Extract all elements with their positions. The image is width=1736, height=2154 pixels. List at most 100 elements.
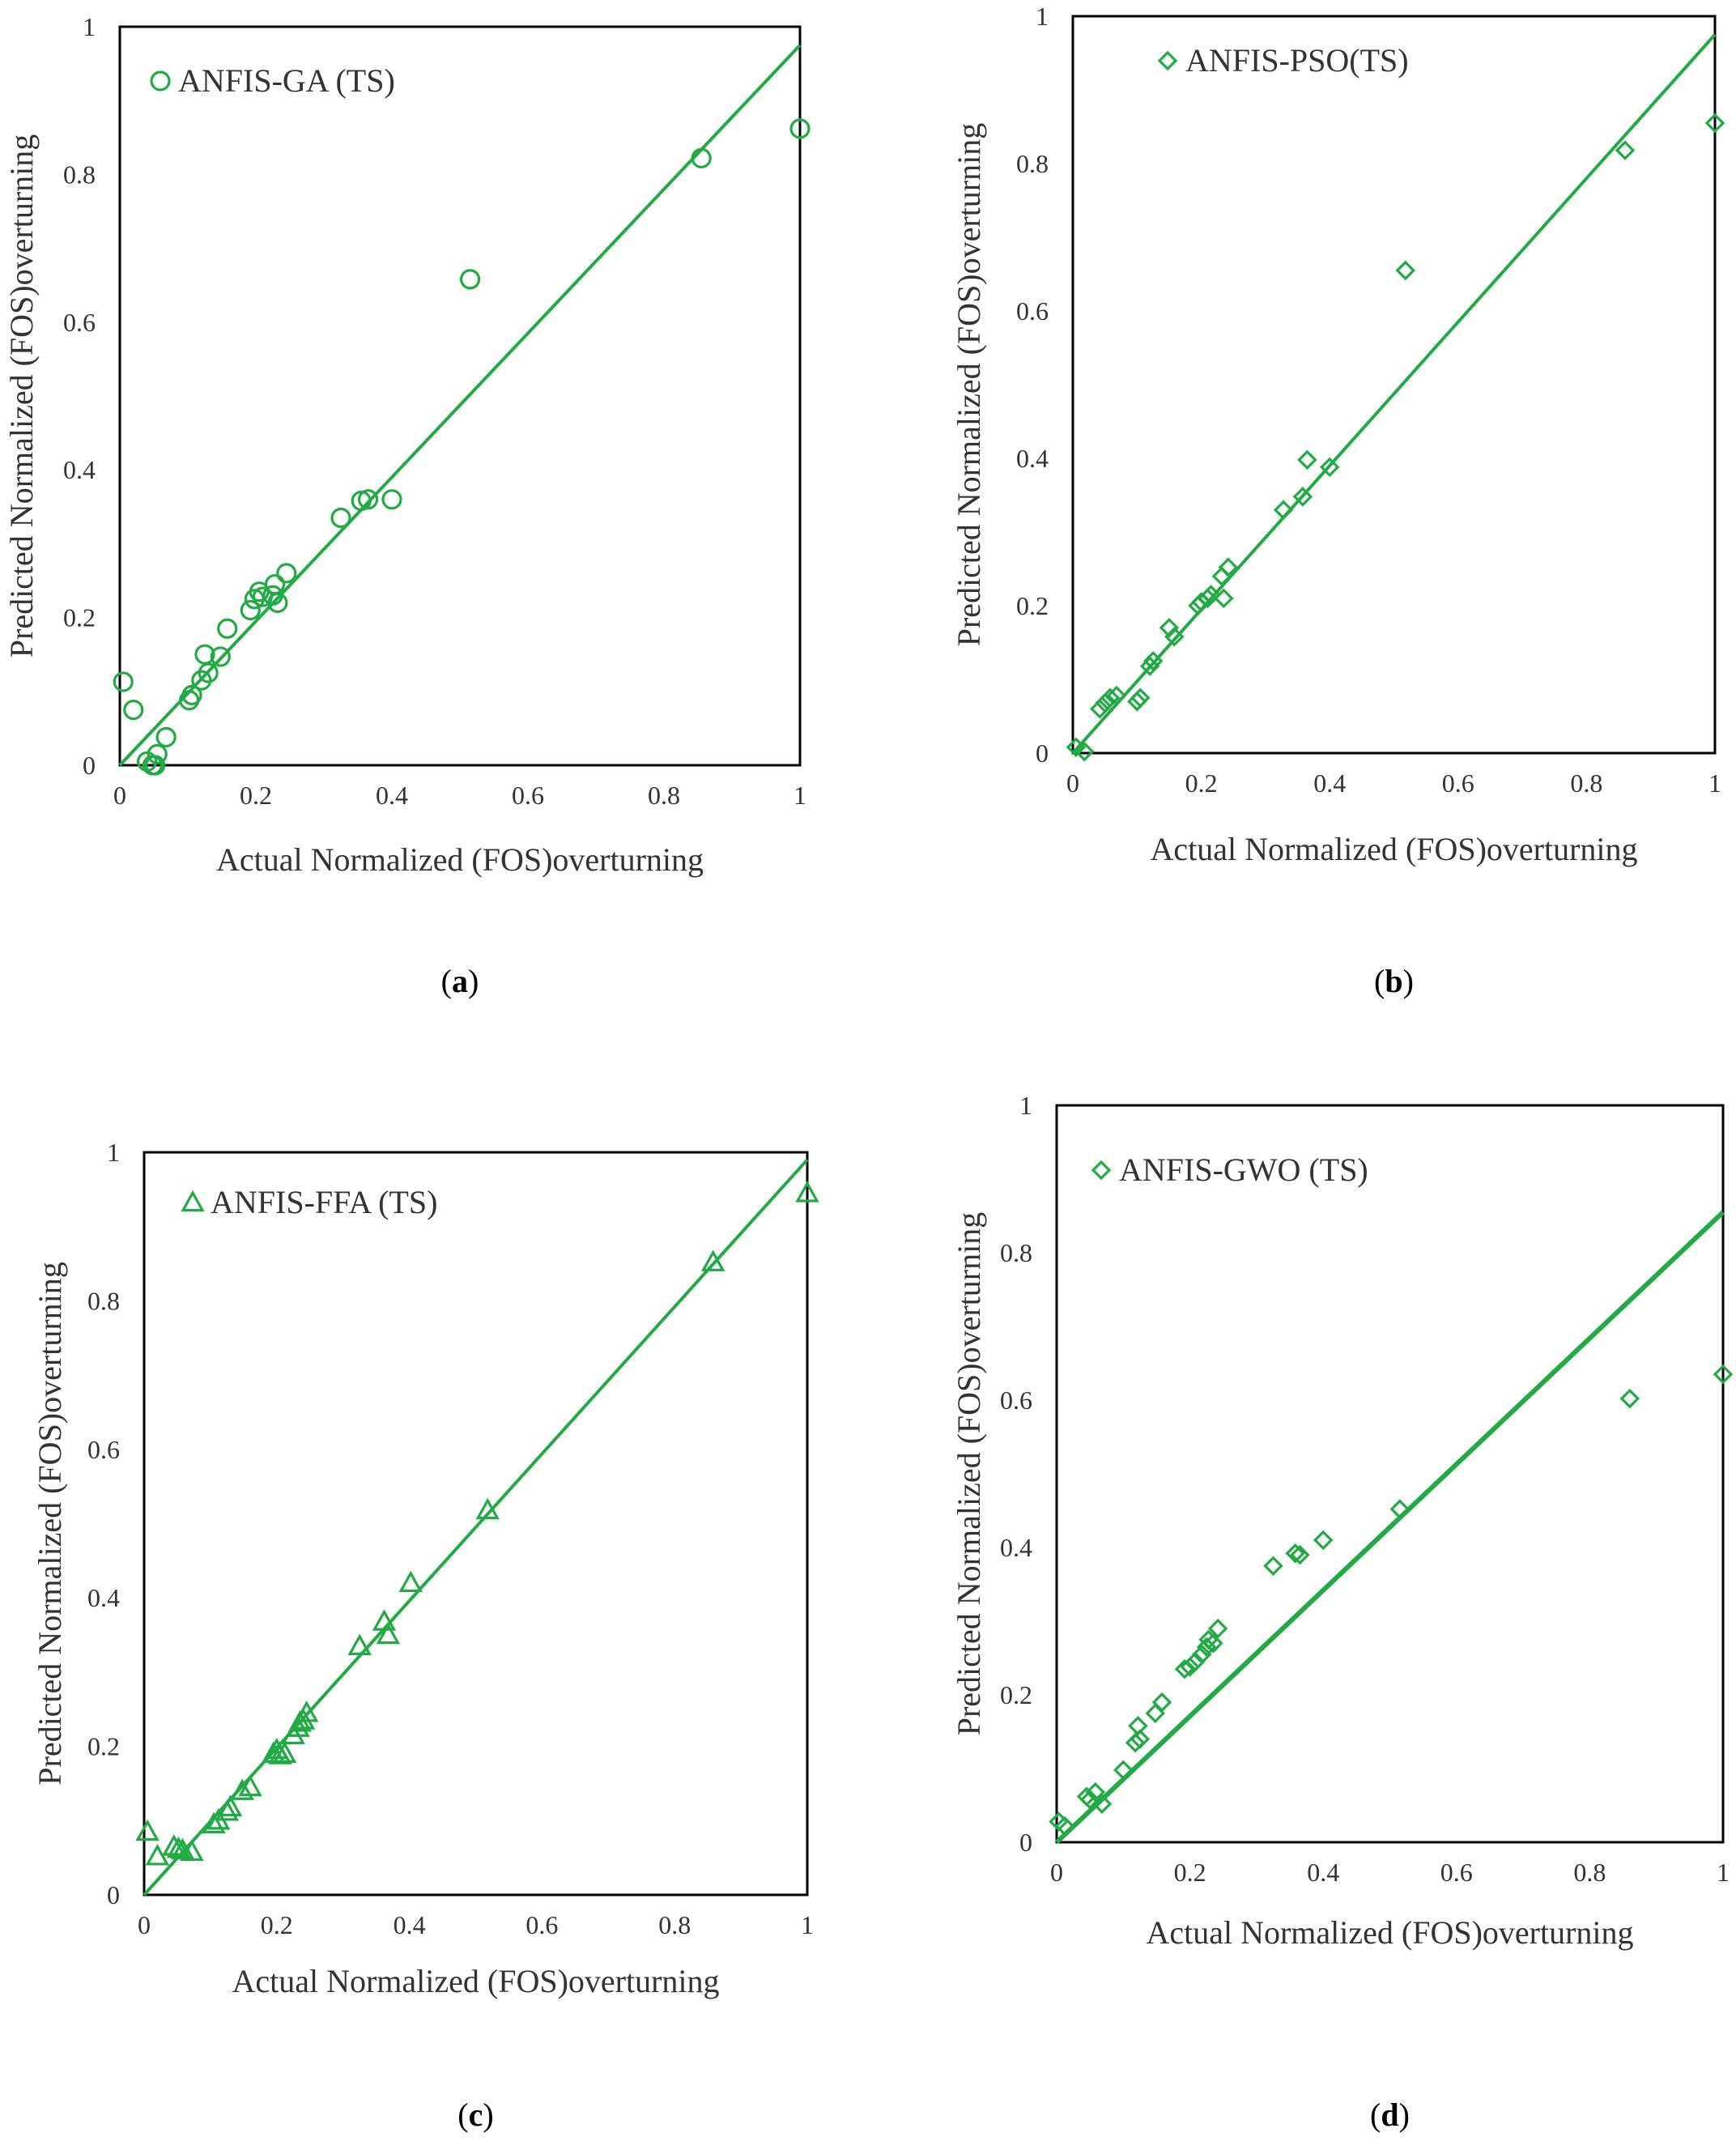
y-tick-label: 0.4 <box>87 1583 120 1612</box>
x-tick-label: 1 <box>794 781 806 810</box>
data-point <box>1180 1657 1200 1677</box>
data-point <box>1130 687 1151 709</box>
data-point <box>230 1778 254 1800</box>
y-axis-title: Predicted Normalized (FOS)overturning <box>32 1262 68 1786</box>
data-point <box>135 1819 160 1841</box>
data-point <box>1091 1794 1113 1814</box>
panel-letter: a <box>452 963 468 999</box>
fit-line <box>118 44 802 767</box>
y-tick-label: 0 <box>83 751 96 780</box>
plot-frame <box>143 1151 809 1896</box>
y-tick-label: 0.8 <box>63 160 96 189</box>
x-tick-label: 0 <box>113 781 126 810</box>
legend-marker <box>150 70 171 92</box>
data-point <box>294 1701 319 1722</box>
x-axis-title: Actual Normalized (FOS)overturning <box>232 1963 719 1999</box>
data-point <box>1313 1530 1334 1551</box>
data-point <box>358 489 379 510</box>
data-point <box>372 1609 397 1631</box>
plot-frame <box>1071 15 1717 755</box>
x-tick-label: 0.6 <box>1442 768 1474 798</box>
panel-a: 0 0.2 0.4 0.6 0.8 1 0 0.2 0.4 0.6 0.8 1 Actual Norma… <box>3 12 811 999</box>
panel-b: 0 0.2 0.4 0.6 0.8 1 0 0.2 0.4 0.6 0.8 1 Actual Norma… <box>951 2 1725 999</box>
data-point <box>691 147 712 168</box>
data-point <box>1201 585 1221 605</box>
legend-marker <box>181 1190 205 1212</box>
data-point <box>145 1844 170 1866</box>
data-point <box>145 755 166 776</box>
data-point <box>1054 1816 1075 1837</box>
data-point <box>1125 1732 1146 1753</box>
legend-marker <box>1157 50 1178 71</box>
data-point <box>475 1497 500 1520</box>
panel-d: 0 0.2 0.4 0.6 0.8 1 0 0.2 0.4 0.6 0.8 1 Actual Norma… <box>951 1091 1734 2133</box>
data-point <box>381 489 402 510</box>
data-point <box>180 1839 204 1862</box>
data-point <box>202 1811 226 1834</box>
data-point <box>1185 1651 1206 1672</box>
data-point <box>1130 1729 1151 1749</box>
panel-letter: c <box>469 2097 483 2133</box>
y-axis-title: Predicted Normalized (FOS)overturning <box>951 123 987 647</box>
x-tick-label: 0.4 <box>1307 1858 1339 1887</box>
y-tick-label: 1 <box>83 12 96 41</box>
data-point <box>267 592 288 613</box>
data-point <box>113 671 134 692</box>
data-point <box>166 1836 191 1858</box>
x-tick-label: 1 <box>1708 768 1721 798</box>
legend-label: ANFIS-FFA (TS) <box>211 1184 437 1220</box>
y-tick-label: 0.8 <box>1000 1238 1032 1267</box>
data-point <box>1142 650 1164 671</box>
data-point <box>155 726 177 747</box>
data-point <box>1074 741 1095 762</box>
legend-marker <box>1091 1160 1112 1181</box>
data-point <box>1139 656 1160 676</box>
plot-frame <box>1055 1104 1725 1844</box>
y-tick-label: 0.2 <box>63 603 96 632</box>
y-tick-label: 1 <box>107 1138 120 1167</box>
data-point <box>1292 487 1313 507</box>
data-point <box>1100 687 1121 709</box>
data-point <box>1619 1388 1640 1409</box>
y-tick-label: 0.6 <box>63 308 96 337</box>
x-tick-label: 0.2 <box>1174 1858 1206 1887</box>
panel-caption: (a) <box>441 963 479 999</box>
x-tick-label: 0.8 <box>1570 768 1602 798</box>
data-point <box>123 699 144 721</box>
y-axis-title: Predicted Normalized (FOS)overturning <box>951 1212 987 1736</box>
data-point <box>1389 1499 1410 1519</box>
fit-line <box>143 1158 809 1896</box>
x-tick-label: 0.4 <box>376 781 408 810</box>
data-point <box>398 1570 423 1593</box>
x-tick-label: 0 <box>138 1910 151 1939</box>
x-tick-label: 0.8 <box>658 1910 691 1939</box>
y-tick-label: 0.2 <box>87 1732 120 1761</box>
data-point <box>210 646 231 667</box>
data-point <box>1218 557 1239 577</box>
x-axis-title: Actual Normalized (FOS)overturning <box>1150 831 1637 867</box>
legend-label: ANFIS-PSO(TS) <box>1185 42 1409 79</box>
x-tick-label: 1 <box>801 1910 814 1939</box>
x-tick-label: 0.2 <box>240 781 272 810</box>
legend-label: ANFIS-GA (TS) <box>178 62 395 99</box>
y-tick-label: 0.2 <box>1016 591 1049 620</box>
data-point <box>795 1181 819 1203</box>
y-tick-label: 0.6 <box>1000 1386 1032 1415</box>
data-point <box>1615 140 1636 160</box>
data-point <box>276 563 297 584</box>
data-point <box>1164 626 1185 647</box>
x-tick-label: 0.6 <box>1440 1858 1473 1887</box>
data-point <box>1079 1789 1100 1810</box>
y-tick-label: 0 <box>1019 1828 1032 1857</box>
data-point <box>376 1622 401 1645</box>
data-point <box>1704 113 1725 134</box>
y-tick-label: 1 <box>1036 2 1049 31</box>
y-tick-label: 0.6 <box>1016 296 1049 326</box>
x-tick-label: 0.6 <box>525 1910 558 1939</box>
data-point <box>1395 260 1416 281</box>
data-point <box>272 1741 297 1763</box>
data-point <box>181 684 202 705</box>
y-tick-label: 0.8 <box>87 1286 120 1315</box>
legend-label: ANFIS-GWO (TS) <box>1119 1151 1368 1188</box>
data-point <box>1159 618 1180 638</box>
